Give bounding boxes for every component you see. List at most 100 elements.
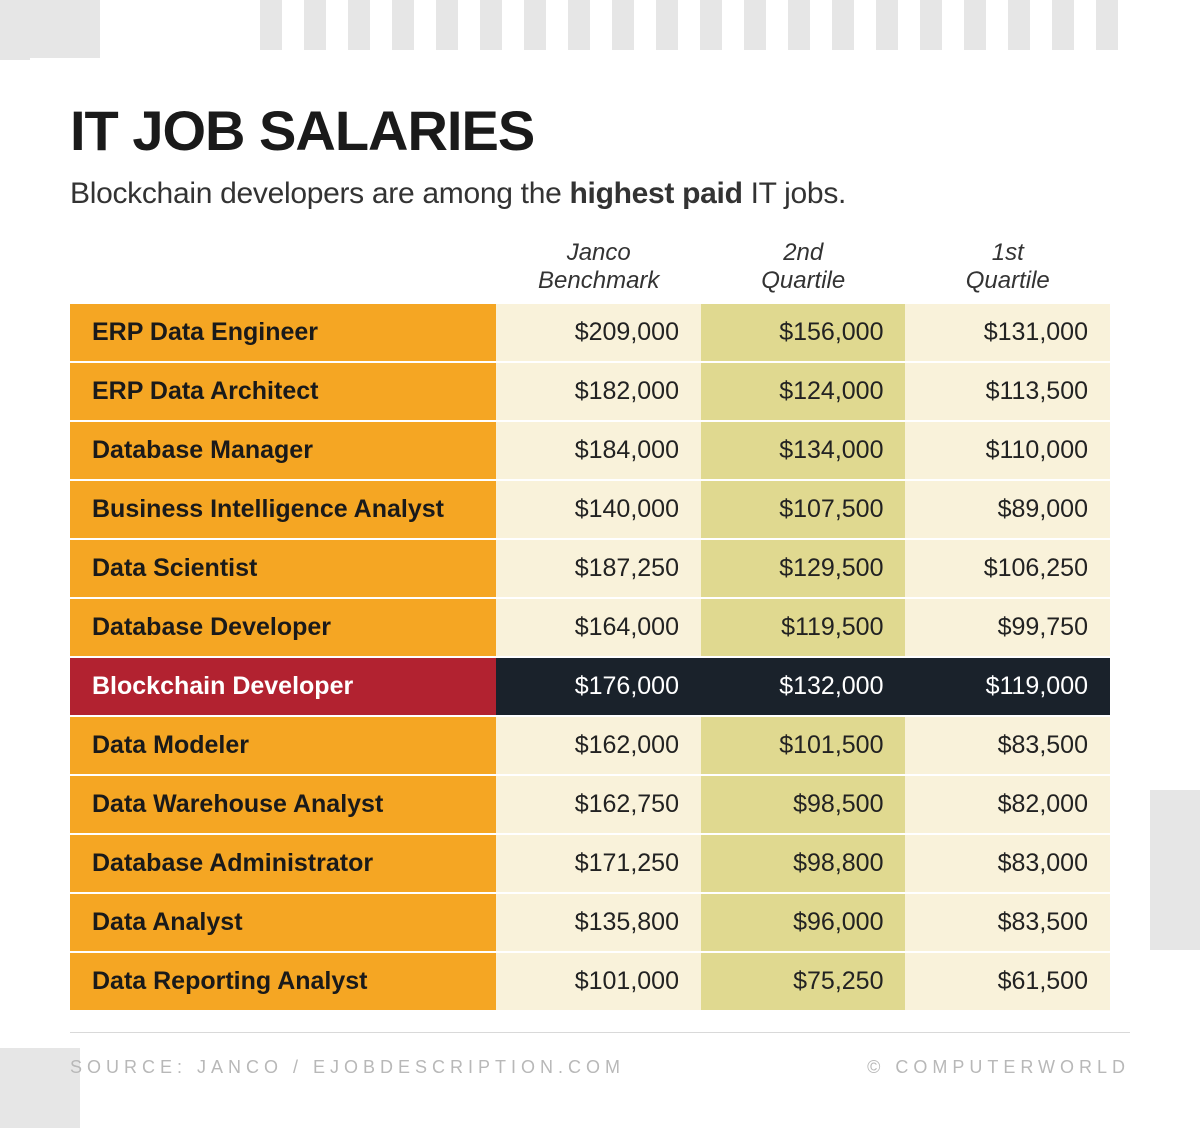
header-q2-l1: 2nd	[783, 239, 823, 266]
salary-cell-c3: $99,750	[905, 598, 1110, 657]
table-row: Business Intelligence Analyst$140,000$10…	[70, 480, 1110, 539]
salary-table: Janco Benchmark 2nd Quartile 1st Quartil…	[70, 235, 1110, 1012]
salary-cell-c2: $98,800	[701, 834, 906, 893]
decor-bar	[436, 0, 458, 50]
salary-cell-c1: $162,750	[496, 775, 701, 834]
decor-bar	[524, 0, 546, 50]
decor-bar	[788, 0, 810, 50]
job-title-cell: Data Warehouse Analyst	[70, 775, 496, 834]
footer: SOURCE: JANCO / EJOBDESCRIPTION.COM © CO…	[70, 1057, 1130, 1078]
decor-bar	[832, 0, 854, 50]
job-title-cell: Database Administrator	[70, 834, 496, 893]
job-title-cell: Business Intelligence Analyst	[70, 480, 496, 539]
decor-bar	[1096, 0, 1118, 50]
job-title-cell: ERP Data Architect	[70, 362, 496, 421]
salary-cell-c3: $106,250	[905, 539, 1110, 598]
header-q2-l2: Quartile	[761, 267, 845, 294]
header-1st-quartile: 1st Quartile	[905, 235, 1110, 304]
decor-top-bars	[260, 0, 1140, 50]
table-row: Database Developer$164,000$119,500$99,75…	[70, 598, 1110, 657]
decor-top-left-square	[0, 0, 100, 60]
salary-cell-c2: $124,000	[701, 362, 906, 421]
salary-cell-c3: $119,000	[905, 657, 1110, 716]
salary-cell-c1: $171,250	[496, 834, 701, 893]
table-row: Database Administrator$171,250$98,800$83…	[70, 834, 1110, 893]
job-title-cell: Database Developer	[70, 598, 496, 657]
decor-bar	[1008, 0, 1030, 50]
salary-cell-c2: $132,000	[701, 657, 906, 716]
salary-cell-c3: $113,500	[905, 362, 1110, 421]
decor-bar	[568, 0, 590, 50]
decor-bar	[876, 0, 898, 50]
salary-cell-c2: $101,500	[701, 716, 906, 775]
salary-cell-c3: $83,500	[905, 716, 1110, 775]
decor-bar	[612, 0, 634, 50]
salary-cell-c1: $187,250	[496, 539, 701, 598]
salary-cell-c1: $176,000	[496, 657, 701, 716]
salary-cell-c1: $164,000	[496, 598, 701, 657]
header-q1-l1: 1st	[992, 239, 1024, 266]
page-title: IT JOB SALARIES	[70, 98, 1110, 163]
table-row: Data Reporting Analyst$101,000$75,250$61…	[70, 952, 1110, 1011]
job-title-cell: Data Reporting Analyst	[70, 952, 496, 1011]
salary-cell-c3: $131,000	[905, 304, 1110, 362]
salary-cell-c1: $135,800	[496, 893, 701, 952]
salary-cell-c3: $83,000	[905, 834, 1110, 893]
salary-cell-c1: $140,000	[496, 480, 701, 539]
decor-bar	[480, 0, 502, 50]
decor-bar	[392, 0, 414, 50]
decor-bar	[260, 0, 282, 50]
subtitle-post: IT jobs.	[743, 177, 846, 210]
decor-bar	[744, 0, 766, 50]
decor-bottom-left-square	[0, 1048, 80, 1128]
salary-cell-c2: $75,250	[701, 952, 906, 1011]
salary-cell-c2: $156,000	[701, 304, 906, 362]
table-row: Data Modeler$162,000$101,500$83,500	[70, 716, 1110, 775]
salary-card: IT JOB SALARIES Blockchain developers ar…	[30, 58, 1150, 1032]
decor-bar	[304, 0, 326, 50]
decor-bar	[920, 0, 942, 50]
salary-cell-c1: $182,000	[496, 362, 701, 421]
decor-bar	[964, 0, 986, 50]
table-row: Blockchain Developer$176,000$132,000$119…	[70, 657, 1110, 716]
decor-bar	[1052, 0, 1074, 50]
salary-cell-c1: $101,000	[496, 952, 701, 1011]
salary-cell-c3: $61,500	[905, 952, 1110, 1011]
salary-cell-c2: $98,500	[701, 775, 906, 834]
salary-cell-c3: $83,500	[905, 893, 1110, 952]
table-row: ERP Data Architect$182,000$124,000$113,5…	[70, 362, 1110, 421]
job-title-cell: Data Analyst	[70, 893, 496, 952]
subtitle-pre: Blockchain developers are among the	[70, 177, 570, 210]
salary-cell-c2: $96,000	[701, 893, 906, 952]
decor-bar	[700, 0, 722, 50]
salary-cell-c2: $119,500	[701, 598, 906, 657]
salary-cell-c1: $162,000	[496, 716, 701, 775]
job-title-cell: Database Manager	[70, 421, 496, 480]
table-row: Data Analyst$135,800$96,000$83,500	[70, 893, 1110, 952]
subtitle-bold: highest paid	[570, 177, 743, 210]
source-text: SOURCE: JANCO / EJOBDESCRIPTION.COM	[70, 1057, 625, 1078]
decor-bar	[348, 0, 370, 50]
table-row: Data Scientist$187,250$129,500$106,250	[70, 539, 1110, 598]
header-job	[70, 235, 496, 304]
salary-cell-c3: $89,000	[905, 480, 1110, 539]
salary-cell-c2: $129,500	[701, 539, 906, 598]
job-title-cell: Data Scientist	[70, 539, 496, 598]
header-benchmark: Janco Benchmark	[496, 235, 701, 304]
decor-bar	[656, 0, 678, 50]
table-row: ERP Data Engineer$209,000$156,000$131,00…	[70, 304, 1110, 362]
salary-cell-c3: $82,000	[905, 775, 1110, 834]
salary-cell-c2: $107,500	[701, 480, 906, 539]
header-benchmark-l2: Benchmark	[538, 267, 659, 294]
salary-cell-c1: $184,000	[496, 421, 701, 480]
header-2nd-quartile: 2nd Quartile	[701, 235, 906, 304]
salary-cell-c1: $209,000	[496, 304, 701, 362]
subtitle: Blockchain developers are among the high…	[70, 177, 1110, 211]
salary-cell-c2: $134,000	[701, 421, 906, 480]
job-title-cell: Blockchain Developer	[70, 657, 496, 716]
salary-cell-c3: $110,000	[905, 421, 1110, 480]
table-row: Data Warehouse Analyst$162,750$98,500$82…	[70, 775, 1110, 834]
header-benchmark-l1: Janco	[567, 239, 631, 266]
table-row: Database Manager$184,000$134,000$110,000	[70, 421, 1110, 480]
job-title-cell: Data Modeler	[70, 716, 496, 775]
